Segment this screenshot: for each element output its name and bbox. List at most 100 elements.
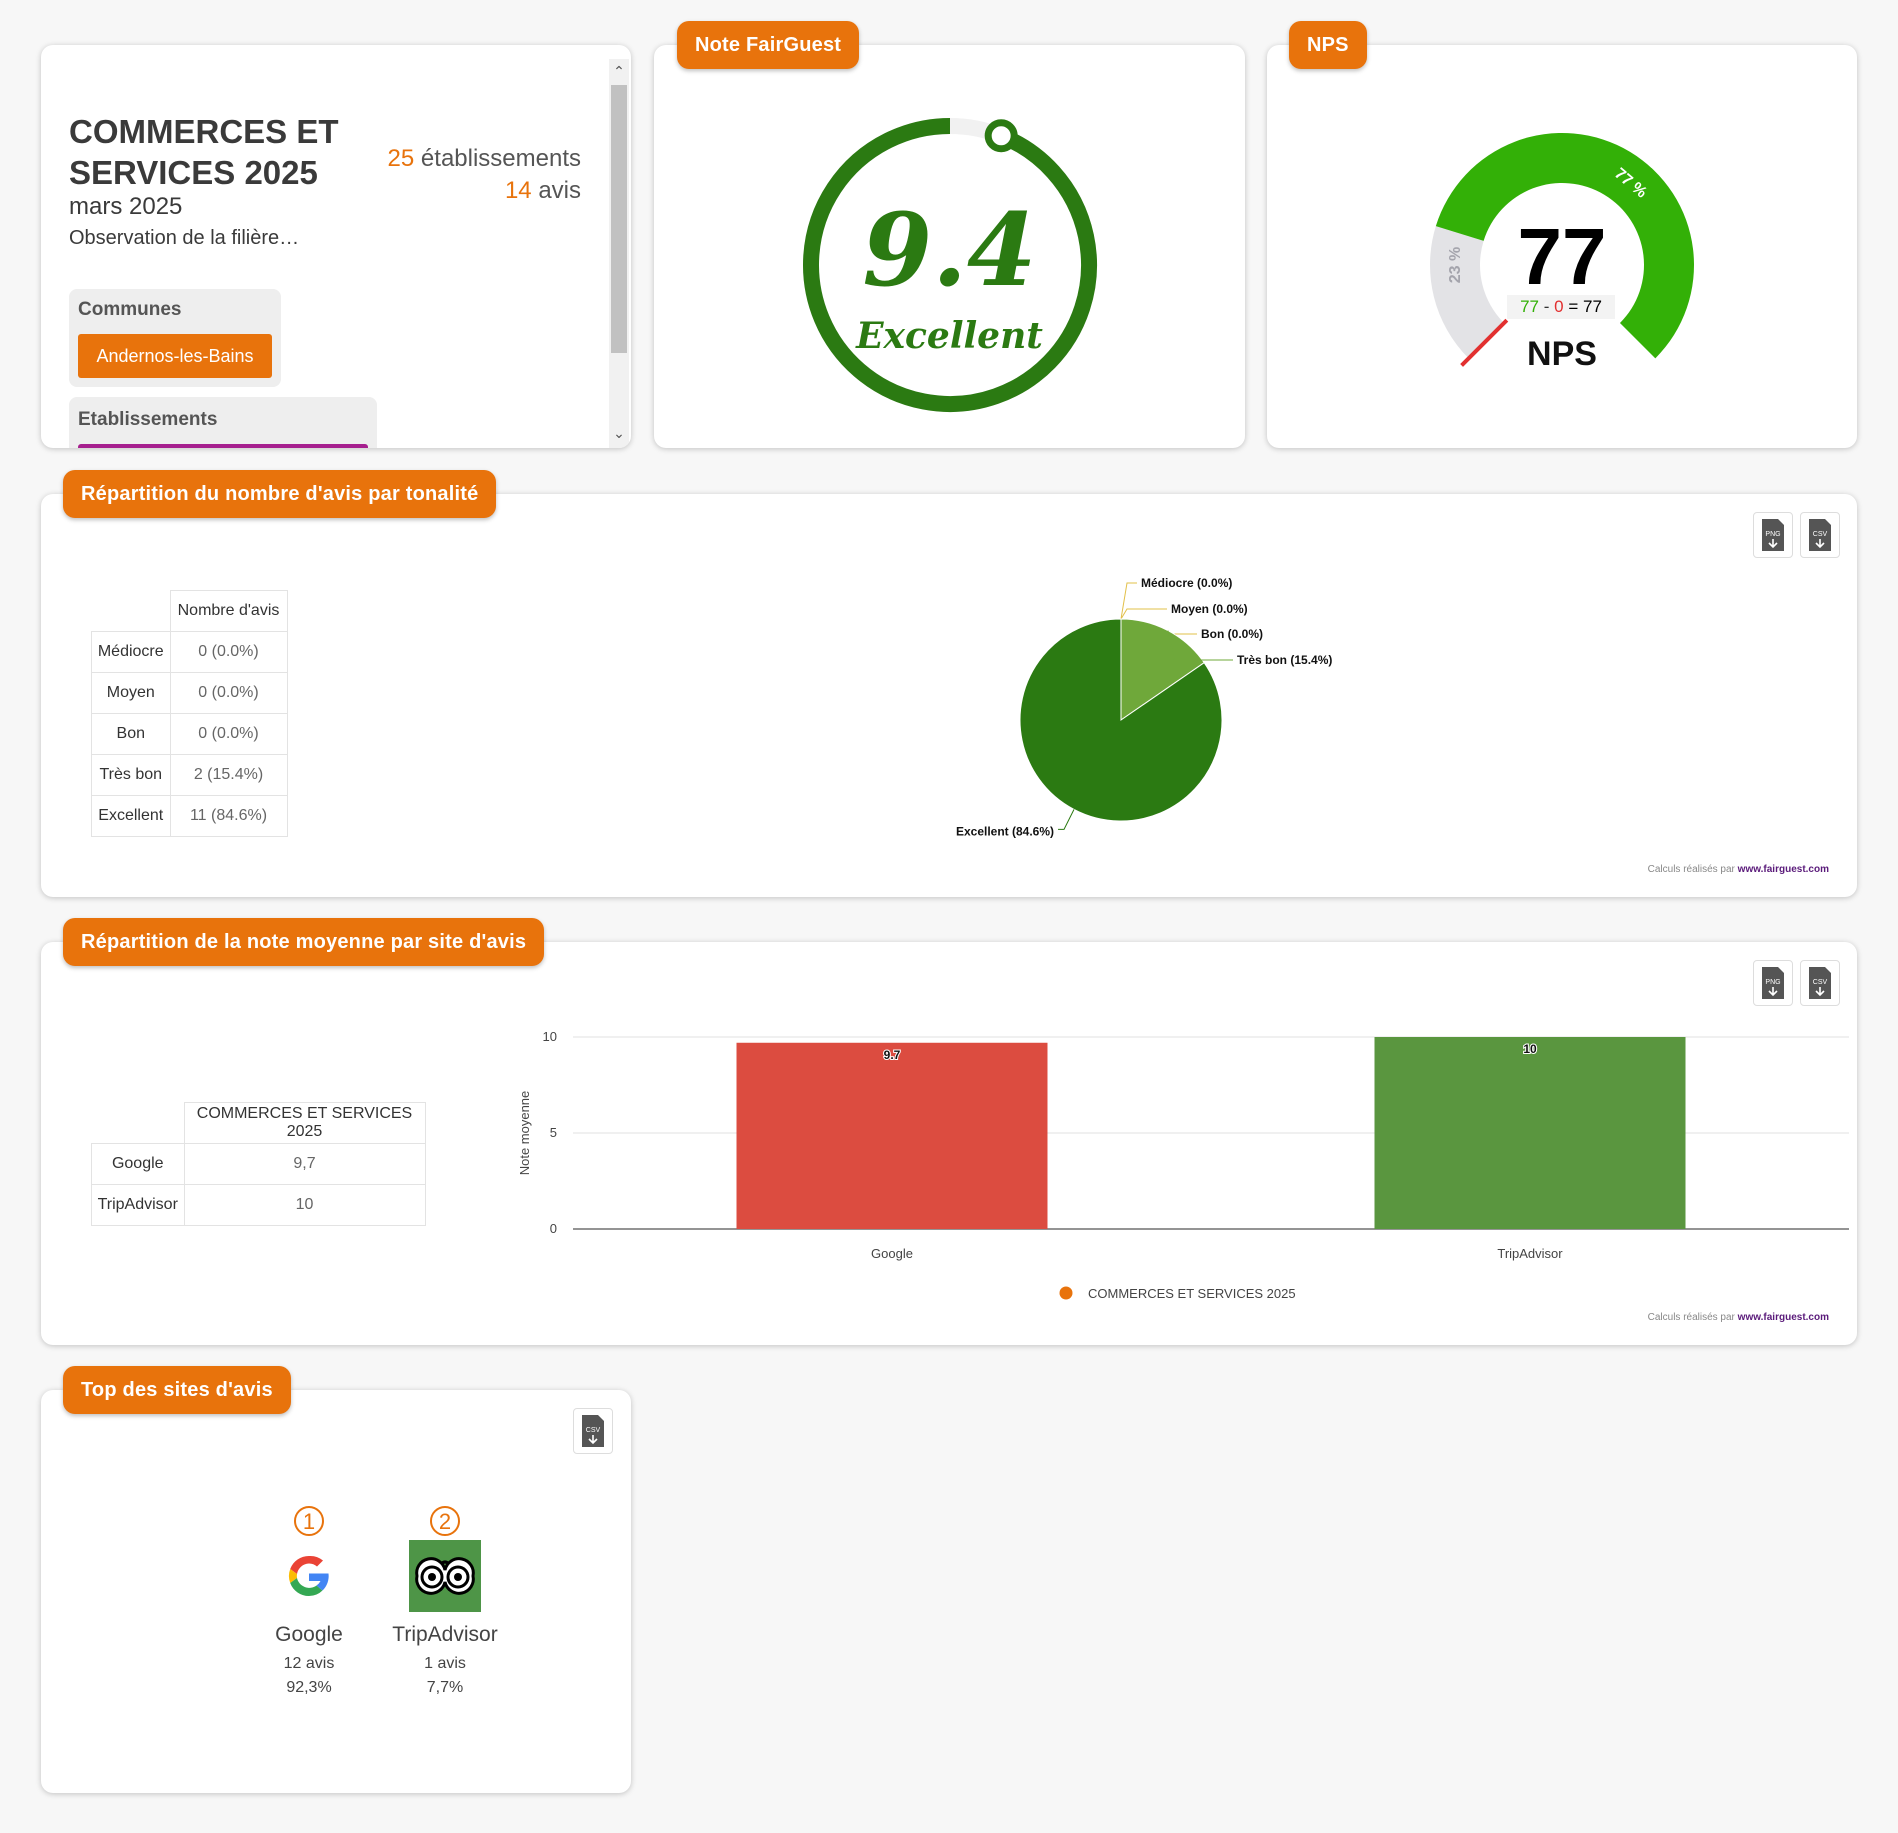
site-note-card-title: Répartition de la note moyenne par site … (63, 918, 545, 966)
nps-needle (1460, 318, 1509, 367)
pie-label: Excellent (84.6%) (956, 824, 1054, 838)
bar-value-label: 9.7 (884, 1048, 901, 1062)
csv-download-button[interactable]: CSV (1800, 960, 1840, 1006)
nps-label: NPS (1527, 335, 1597, 373)
site-note-bar-chart: 0 5 10 Note moyenne 9.7 Google 10 TripAdvisor CO… (517, 1029, 1849, 1301)
nps-minus: - (1543, 297, 1550, 316)
rank-badge: 2 (430, 1506, 460, 1536)
pie-slice[interactable] (1019, 618, 1223, 822)
table-header: Nombre d'avis (169, 590, 288, 632)
bar[interactable] (736, 1042, 1048, 1229)
avis-label: avis (538, 177, 581, 204)
csv-download-button[interactable]: CSV (573, 1408, 613, 1454)
commune-chip[interactable]: Andernos-les-Bains (78, 334, 272, 378)
table-row: TripAdvisor 10 (91, 1183, 426, 1226)
row-value: 0 (0.0%) (169, 712, 288, 755)
top-sites-card-title: Top des sites d'avis (63, 1366, 291, 1414)
png-file-icon-label: PNG (1765, 979, 1780, 986)
avis-count: 14 (504, 177, 532, 204)
top-sites-card: CSV 1 Google 12 avis 92,3% 2 TripAdvisor (41, 1390, 631, 1793)
csv-file-icon-label: CSV (1813, 531, 1828, 538)
communes-filter: Communes Andernos-les-Bains (69, 289, 281, 387)
png-file-icon: PNG (1762, 967, 1784, 999)
note-card: 9.4 Excellent (654, 45, 1245, 448)
credit-link[interactable]: www.fairguest.com (1737, 1312, 1829, 1323)
info-date: mars 2025 (69, 193, 183, 220)
note-gauge-knob (984, 119, 1018, 153)
legend-marker[interactable] (1059, 1286, 1073, 1300)
png-file-icon: PNG (1762, 519, 1784, 551)
table-header: COMMERCES ET SERVICES 2025 (183, 1102, 426, 1144)
site-pct: 7,7% (426, 1679, 464, 1696)
legend-label[interactable]: COMMERCES ET SERVICES 2025 (1088, 1286, 1296, 1301)
pie-leader-line (1120, 608, 1167, 620)
row-value: 0 (0.0%) (169, 630, 288, 673)
scroll-up-icon[interactable]: ⌃ (613, 63, 625, 79)
tonalite-pie-chart: Médiocre (0.0%) Moyen (0.0%) Bon (0.0%) Trè… (956, 576, 1332, 838)
nps-card: 77 % 23 % 77 77 - 0 = 77 NPS (1267, 45, 1857, 448)
pie-leader-line (1058, 809, 1075, 830)
csv-file-icon-label: CSV (1813, 979, 1828, 986)
y-tick-label: 5 (550, 1125, 557, 1140)
y-tick-label: 0 (550, 1221, 557, 1236)
tonalite-table: Nombre d'avis Médiocre 0 (0.0%) Moyen 0 … (91, 590, 288, 837)
avis-count-line: 14 avis (505, 177, 581, 205)
row-value: 9,7 (183, 1142, 426, 1185)
nps-card-title: NPS (1289, 21, 1367, 69)
table-row: Google 9,7 (91, 1142, 426, 1185)
scrollbar-thumb[interactable] (611, 85, 627, 353)
png-download-button[interactable]: PNG (1753, 512, 1793, 558)
row-label: Très bon (91, 753, 171, 796)
x-tick-label: TripAdvisor (1497, 1246, 1563, 1261)
site-pct: 92,3% (286, 1679, 332, 1696)
row-label: Moyen (91, 671, 171, 714)
table-row: Très bon 2 (15.4%) (91, 753, 288, 796)
top-site-item: 2 TripAdvisor 1 avis 7,7% (355, 1506, 535, 1697)
table-row: Médiocre 0 (0.0%) (91, 630, 288, 673)
rank-badge: 1 (294, 1506, 324, 1536)
row-label: Bon (91, 712, 171, 755)
note-gauge (803, 118, 1097, 412)
table-header-row: COMMERCES ET SERVICES 2025 (92, 1102, 426, 1144)
note-label: Excellent (856, 315, 1043, 357)
y-tick-label: 10 (543, 1029, 557, 1044)
pie-label: Médiocre (0.0%) (1141, 576, 1232, 590)
credit-prefix: Calculs réalisés par (1647, 864, 1735, 875)
row-value: 10 (183, 1183, 426, 1226)
csv-download-button[interactable]: CSV (1800, 512, 1840, 558)
credit-prefix: Calculs réalisés par (1647, 1312, 1735, 1323)
x-tick-label: Google (871, 1246, 913, 1261)
site-avis: 12 avis (283, 1655, 335, 1672)
table-header-row: Nombre d'avis (92, 590, 288, 632)
row-value: 2 (15.4%) (169, 753, 288, 796)
pie-slice[interactable] (1120, 618, 1205, 721)
etablissements-label: Etablissements (78, 409, 218, 430)
bar[interactable] (1374, 1037, 1686, 1229)
row-value: 0 (0.0%) (169, 671, 288, 714)
info-description: Observation de la filière… (69, 227, 300, 249)
png-download-button[interactable]: PNG (1753, 960, 1793, 1006)
site-avis: 1 avis (424, 1655, 466, 1672)
site-note-credit: Calculs réalisés par www.fairguest.com (1648, 1312, 1829, 1323)
pie-label: Moyen (0.0%) (1171, 602, 1248, 616)
etablissements-chip[interactable] (78, 444, 368, 448)
communes-label: Communes (78, 299, 182, 320)
credit-link[interactable]: www.fairguest.com (1737, 864, 1829, 875)
scrollbar[interactable]: ⌃ ⌄ (609, 59, 629, 448)
etab-count-line: 25 établissements (388, 145, 581, 173)
site-note-table: COMMERCES ET SERVICES 2025 Google 9,7 Tr… (91, 1102, 426, 1226)
rank-number: 2 (438, 1509, 452, 1534)
nps-gauge-grey (1430, 226, 1505, 359)
nps-formula: 77 - 0 = 77 (1507, 295, 1615, 319)
scroll-down-icon[interactable]: ⌄ (613, 425, 625, 441)
row-label: TripAdvisor (91, 1183, 185, 1226)
note-card-title: Note FairGuest (677, 21, 860, 69)
pie-label: Bon (0.0%) (1201, 627, 1263, 641)
google-logo-icon (288, 1555, 329, 1597)
tripadvisor-logo-icon (409, 1540, 481, 1612)
table-row: Excellent 11 (84.6%) (91, 794, 288, 837)
nps-gauge-green (1435, 132, 1694, 359)
nps-gauge: 77 % 23 % (1430, 132, 1694, 367)
info-title: COMMERCES ET SERVICES 2025 (69, 113, 339, 191)
nps-equals: = 77 (1568, 297, 1602, 316)
